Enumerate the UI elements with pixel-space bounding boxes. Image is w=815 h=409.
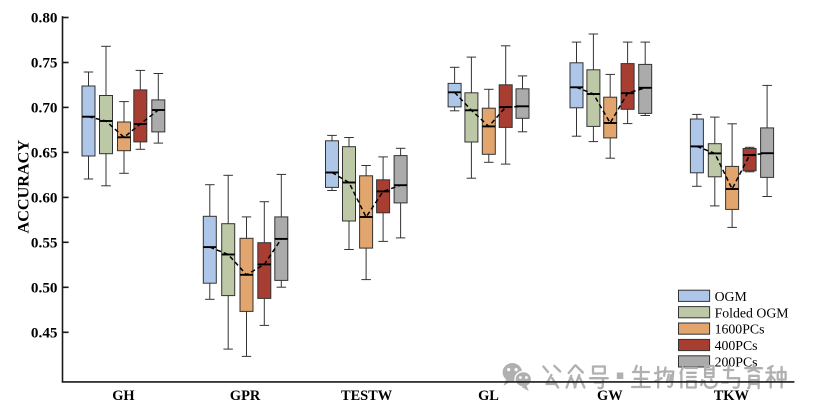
svg-text:0.70: 0.70: [31, 99, 58, 116]
svg-text:GL: GL: [478, 388, 499, 404]
svg-text:1600PCs: 1600PCs: [715, 322, 765, 337]
svg-text:GW: GW: [597, 388, 623, 404]
svg-text:TKW: TKW: [714, 388, 750, 404]
svg-text:Folded OGM: Folded OGM: [715, 305, 789, 320]
svg-text:0.65: 0.65: [31, 144, 58, 161]
svg-text:400PCs: 400PCs: [715, 338, 758, 353]
svg-text:200PCs: 200PCs: [715, 355, 758, 370]
svg-text:0.55: 0.55: [31, 234, 58, 251]
svg-text:ACCURACY: ACCURACY: [15, 140, 33, 234]
svg-text:0.45: 0.45: [31, 324, 58, 341]
svg-text:OGM: OGM: [715, 289, 747, 304]
svg-text:0.60: 0.60: [31, 189, 58, 206]
svg-text:GPR: GPR: [230, 388, 261, 404]
svg-text:0.50: 0.50: [31, 279, 58, 296]
svg-text:0.80: 0.80: [31, 10, 58, 27]
svg-text:0.75: 0.75: [31, 55, 58, 72]
svg-text:TESTW: TESTW: [341, 388, 393, 404]
svg-text:GH: GH: [112, 388, 134, 404]
